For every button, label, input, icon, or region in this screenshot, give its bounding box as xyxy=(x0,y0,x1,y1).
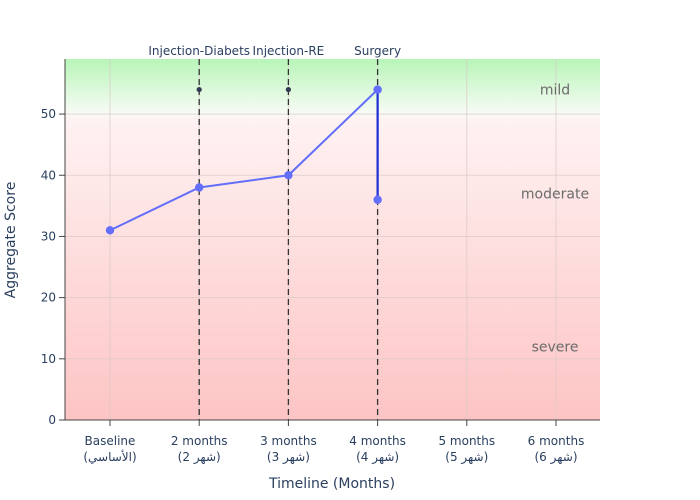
x-tick-label: 2 months xyxy=(171,434,228,448)
axes: 0 10 20 30 40 50 Baseline(الأساسي) 2 months (شهر… xyxy=(41,59,600,465)
event-label: Injection-Diabets xyxy=(148,44,250,58)
y-tick-label: 10 xyxy=(41,352,56,366)
x-tick-sublabel: (شهر 6) xyxy=(534,450,577,465)
band-label-severe: severe xyxy=(532,340,579,356)
x-tick-label: 4 months xyxy=(349,434,406,448)
x-tick-sublabel: (الأساسي) xyxy=(83,449,136,464)
plot-area xyxy=(65,59,600,420)
data-point xyxy=(373,195,382,204)
y-axis-title: Aggregate Score xyxy=(3,182,19,299)
event-marker xyxy=(196,86,202,93)
x-axis-title: Timeline (Months) xyxy=(268,476,395,492)
data-point xyxy=(195,183,204,192)
y-tick-label: 30 xyxy=(41,229,56,243)
x-tick-label: 5 months xyxy=(438,434,495,448)
series xyxy=(105,85,382,235)
x-tick-label: 6 months xyxy=(528,434,585,448)
data-point xyxy=(373,85,382,94)
x-tick-sublabel: (شهر 2) xyxy=(178,450,221,465)
x-tick-sublabel: (شهر 3) xyxy=(267,450,310,465)
event-marker xyxy=(285,86,291,93)
y-tick-label: 20 xyxy=(41,291,56,305)
data-point xyxy=(105,226,115,235)
x-tick-label: 3 months xyxy=(260,434,317,448)
x-tick-label: Baseline xyxy=(85,434,136,448)
event-lines: Injection-Diabets Injection-RE Surgery xyxy=(148,44,401,420)
event-label: Injection-RE xyxy=(253,44,325,58)
x-tick-sublabel: (شهر 5) xyxy=(445,450,488,465)
x-tick-sublabel: (شهر 4) xyxy=(356,450,399,465)
y-tick-label: 40 xyxy=(41,168,56,182)
band-label-moderate: moderate xyxy=(521,187,589,203)
event-label: Surgery xyxy=(354,44,401,58)
y-tick-label: 0 xyxy=(48,413,56,427)
data-point xyxy=(284,171,293,180)
y-tick-label: 50 xyxy=(41,107,56,121)
severity-bands: mild moderate severe xyxy=(521,83,589,356)
plot-background xyxy=(65,59,600,420)
band-label-mild: mild xyxy=(540,83,570,99)
